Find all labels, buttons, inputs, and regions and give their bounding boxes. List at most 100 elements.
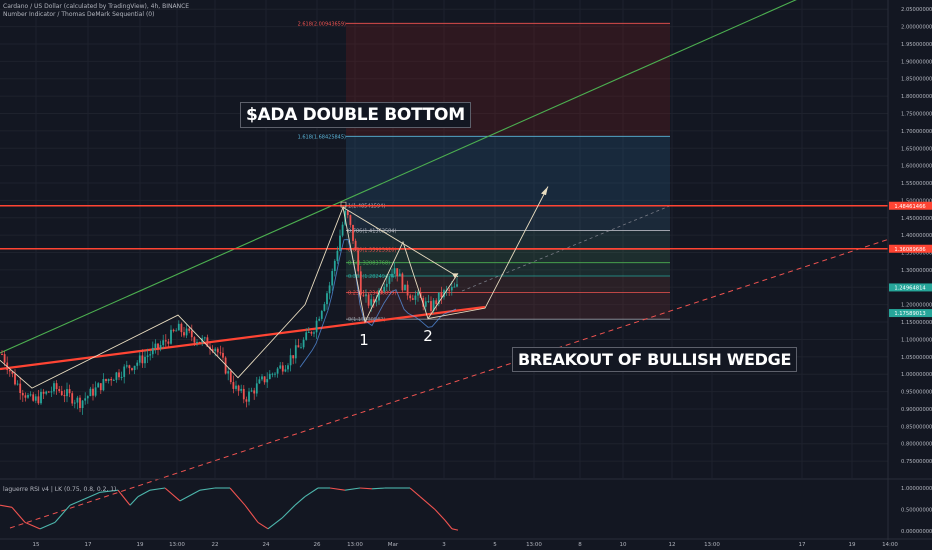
candle-body [456,284,458,287]
candle-body [170,329,172,344]
candle-body [63,395,66,397]
candle-body [320,310,323,319]
candle-body [206,337,209,347]
candle-body [388,277,391,284]
candle-body [21,393,24,396]
candle-body [401,273,404,291]
rsi-pane: 1.00000000 0.50000000 0.00000000 [0,478,932,535]
candle-body [24,395,27,398]
time-tick-label: 12 [669,542,676,548]
channel-upper-line [0,0,797,354]
fib-level-label: 0.236(1.23496899) [348,291,396,297]
price-tick-label: 1.35000000 [901,251,932,257]
candle-body [76,397,79,403]
candle-body [172,329,175,332]
rsi-line-segment [69,498,86,506]
candle-body [349,215,352,225]
rsi-line-segment [199,487,216,491]
price-tick-label: 0.95000000 [901,390,932,396]
candle-body [367,294,370,306]
candle-body [437,292,440,305]
candle-body [110,378,113,381]
candle-body [346,210,349,216]
rsi-line-segment [164,487,181,502]
candle-body [435,300,438,305]
candle-body [300,347,302,349]
rsi-line-segment [229,487,246,506]
price-tick-label: 1.20000000 [901,303,932,309]
candle-body [245,399,248,402]
candle-body [448,289,451,291]
candle-body [58,389,61,392]
time-tick-label: 17 [85,542,92,548]
price-badge [889,283,932,292]
candle-body [268,373,271,380]
price-tick-label: 2.05000000 [901,7,932,13]
candle-body [79,397,81,409]
candle-body [162,340,165,346]
price-tick-label: 1.85000000 [901,77,932,83]
candle-body [16,383,19,385]
fib-level-label: 0.5(1.32083768) [348,261,390,267]
price-tick-label: 1.00000000 [901,372,932,378]
candle-body [227,371,230,374]
price-tick-label: 1.15000000 [901,320,932,326]
candle-body [292,355,295,359]
candle-body [297,345,300,348]
rsi-line-segment [444,519,453,530]
candle-body [3,354,6,363]
bottom-2-label: 2 [423,327,433,345]
time-tick-label: 19 [849,542,856,548]
price-tick-label: 1.65000000 [901,146,932,152]
rsi-line-segment [304,487,319,498]
candle-body [359,271,362,296]
candle-body [167,341,170,344]
candle-body [216,348,219,353]
candle-body [151,347,154,355]
price-tick-label: 0.85000000 [901,424,932,430]
rsi-line-segment [329,487,346,491]
candle-body [89,388,92,397]
rsi-line-segment [409,487,421,498]
rsi-line-segment [129,496,139,506]
candle-body [266,379,269,383]
candle-body [261,376,263,380]
time-tick-label: 13:00 [347,542,363,548]
fibonacci-retracement: 2.618(2.00943659)1.618(1.68425845)1(1.48… [298,21,670,323]
candle-body [180,323,183,333]
candle-body [362,295,365,297]
fib-zone [346,276,670,293]
candle-body [305,332,308,340]
candle-body [404,284,406,291]
fib-level-label: 0.618(1.35923920) [348,247,396,253]
candle-body [287,365,289,370]
rsi-tick-label: 0.00000000 [901,529,932,535]
candle-body [242,388,245,400]
candle-body [253,390,256,394]
time-tick-label: Mar [388,542,399,548]
price-axis: 2.05000000 2.00000000 1.95000000 1.90000000… [887,0,932,550]
candle-body [294,345,297,359]
candle-body [333,260,336,272]
candle-body [209,346,211,349]
candle-body [128,365,131,369]
rsi-line-segment [137,489,151,498]
candle-body [237,385,240,391]
candle-body [430,301,432,311]
candle-body [175,330,178,332]
candle-body [341,224,344,236]
candle-body [229,371,232,383]
candle-body [190,330,193,338]
price-badge [889,244,932,253]
time-tick-label: 14:00 [882,542,898,548]
fib-zone [346,205,670,231]
rsi-indicator-label: laguerre RSI v4 | LK (0.75, 0.8, 0.2, 1) [3,486,117,493]
breakout-annotation: BREAKOUT OF BULLISH WEDGE [512,347,798,372]
rsi-line-segment [281,504,296,519]
pattern-anchor-marker [340,201,347,208]
candle-body [196,341,198,343]
indicator-title: Number Indicator / Thomas DeMark Sequent… [3,11,155,18]
projection-arrow-head [541,186,548,196]
price-tick-label: 1.50000000 [901,198,932,204]
